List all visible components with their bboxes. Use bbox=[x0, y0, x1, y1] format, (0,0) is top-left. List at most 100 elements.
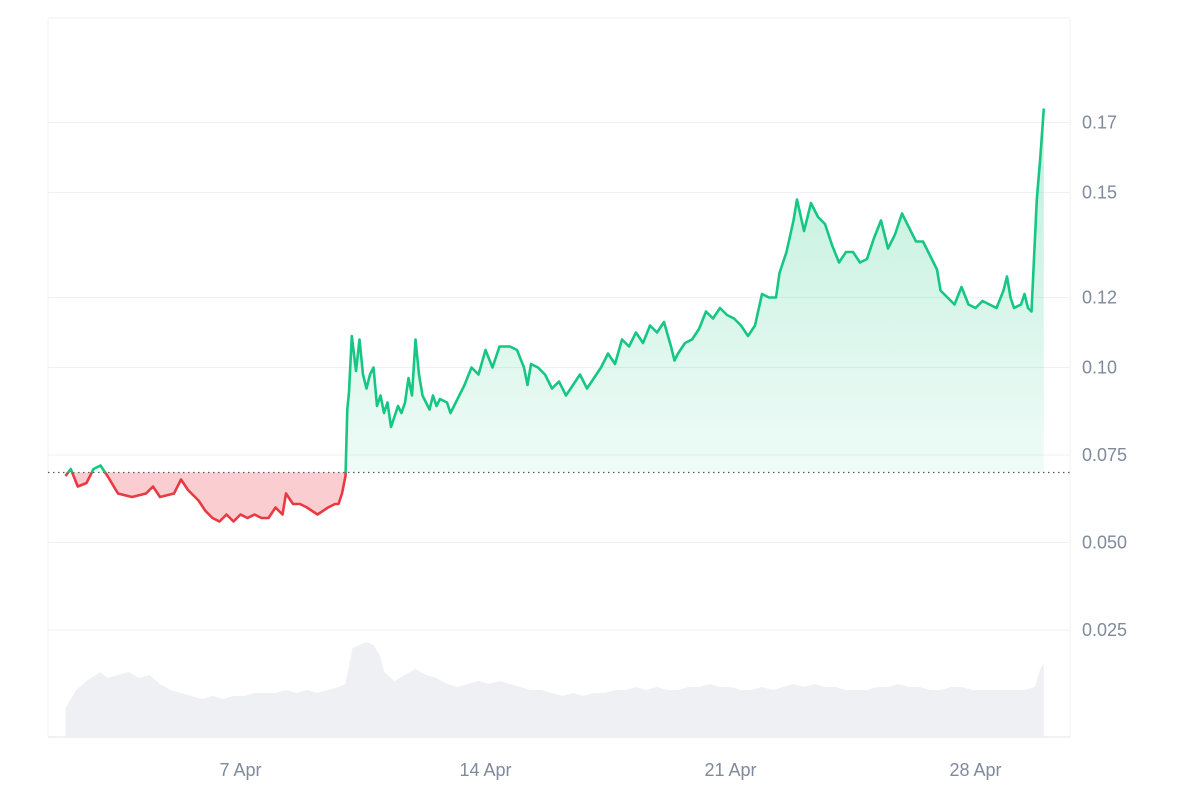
y-tick-label: 0.15 bbox=[1082, 183, 1117, 203]
data-point bbox=[712, 317, 714, 319]
data-point bbox=[197, 499, 199, 501]
data-point bbox=[1036, 198, 1038, 200]
data-point bbox=[253, 513, 255, 515]
data-point bbox=[1009, 296, 1011, 298]
data-point bbox=[292, 503, 294, 505]
data-point bbox=[523, 366, 525, 368]
data-point bbox=[421, 394, 423, 396]
data-point bbox=[516, 349, 518, 351]
data-point bbox=[99, 464, 101, 466]
data-point bbox=[635, 331, 637, 333]
data-point bbox=[1043, 107, 1045, 109]
data-point bbox=[404, 401, 406, 403]
data-point bbox=[607, 352, 609, 354]
y-tick-label: 0.025 bbox=[1082, 620, 1127, 640]
data-point bbox=[383, 412, 385, 414]
y-tick-label: 0.075 bbox=[1082, 445, 1127, 465]
data-point bbox=[411, 394, 413, 396]
data-point bbox=[1039, 156, 1041, 158]
data-point bbox=[929, 254, 931, 256]
data-point bbox=[778, 272, 780, 274]
data-point bbox=[572, 384, 574, 386]
data-point bbox=[425, 401, 427, 403]
x-tick-label: 7 Apr bbox=[219, 760, 261, 780]
data-point bbox=[526, 384, 528, 386]
data-point bbox=[761, 293, 763, 295]
data-point bbox=[810, 202, 812, 204]
data-point bbox=[509, 345, 511, 347]
data-point bbox=[152, 485, 154, 487]
data-point bbox=[565, 394, 567, 396]
data-point bbox=[274, 506, 276, 508]
data-point bbox=[673, 359, 675, 361]
data-point bbox=[400, 412, 402, 414]
data-point bbox=[449, 412, 451, 414]
data-point bbox=[1020, 303, 1022, 305]
data-point bbox=[677, 352, 679, 354]
data-point bbox=[267, 517, 269, 519]
area-above-baseline bbox=[65, 108, 1044, 473]
data-point bbox=[281, 513, 283, 515]
data-point bbox=[435, 405, 437, 407]
data-point bbox=[316, 513, 318, 515]
data-point bbox=[341, 492, 343, 494]
data-point bbox=[390, 426, 392, 428]
data-point bbox=[981, 300, 983, 302]
data-point bbox=[894, 233, 896, 235]
data-point bbox=[85, 482, 87, 484]
data-point bbox=[372, 366, 374, 368]
data-point bbox=[64, 475, 66, 477]
data-point bbox=[537, 366, 539, 368]
data-point bbox=[393, 415, 395, 417]
data-point bbox=[642, 342, 644, 344]
data-point bbox=[239, 513, 241, 515]
data-point bbox=[355, 370, 357, 372]
x-tick-label: 21 Apr bbox=[704, 760, 756, 780]
data-point bbox=[407, 377, 409, 379]
data-point bbox=[159, 496, 161, 498]
data-point bbox=[432, 394, 434, 396]
data-point bbox=[852, 251, 854, 253]
data-point bbox=[922, 240, 924, 242]
y-tick-label: 0.050 bbox=[1082, 533, 1127, 553]
data-point bbox=[754, 324, 756, 326]
data-point bbox=[498, 345, 500, 347]
data-point bbox=[187, 489, 189, 491]
data-point bbox=[463, 384, 465, 386]
data-point bbox=[131, 496, 133, 498]
data-point bbox=[551, 387, 553, 389]
data-point bbox=[817, 216, 819, 218]
data-point bbox=[866, 258, 868, 260]
data-point bbox=[915, 240, 917, 242]
data-point bbox=[967, 303, 969, 305]
data-point bbox=[558, 380, 560, 382]
data-point bbox=[845, 251, 847, 253]
data-point bbox=[873, 237, 875, 239]
data-point bbox=[740, 324, 742, 326]
data-point bbox=[663, 321, 665, 323]
data-point bbox=[145, 492, 147, 494]
data-point bbox=[92, 468, 94, 470]
data-point bbox=[579, 373, 581, 375]
data-point bbox=[733, 317, 735, 319]
data-point bbox=[344, 475, 346, 477]
data-point bbox=[936, 268, 938, 270]
data-point bbox=[204, 510, 206, 512]
data-point bbox=[586, 387, 588, 389]
data-point bbox=[327, 506, 329, 508]
data-point bbox=[225, 513, 227, 515]
data-point bbox=[1027, 307, 1029, 309]
data-point bbox=[306, 506, 308, 508]
data-point bbox=[285, 492, 287, 494]
data-point bbox=[768, 296, 770, 298]
data-point bbox=[747, 335, 749, 337]
data-point bbox=[351, 335, 353, 337]
data-point bbox=[803, 230, 805, 232]
data-point bbox=[211, 517, 213, 519]
data-point bbox=[960, 286, 962, 288]
data-point bbox=[796, 198, 798, 200]
data-point bbox=[775, 296, 777, 298]
data-point bbox=[614, 363, 616, 365]
x-tick-label: 28 Apr bbox=[949, 760, 1001, 780]
